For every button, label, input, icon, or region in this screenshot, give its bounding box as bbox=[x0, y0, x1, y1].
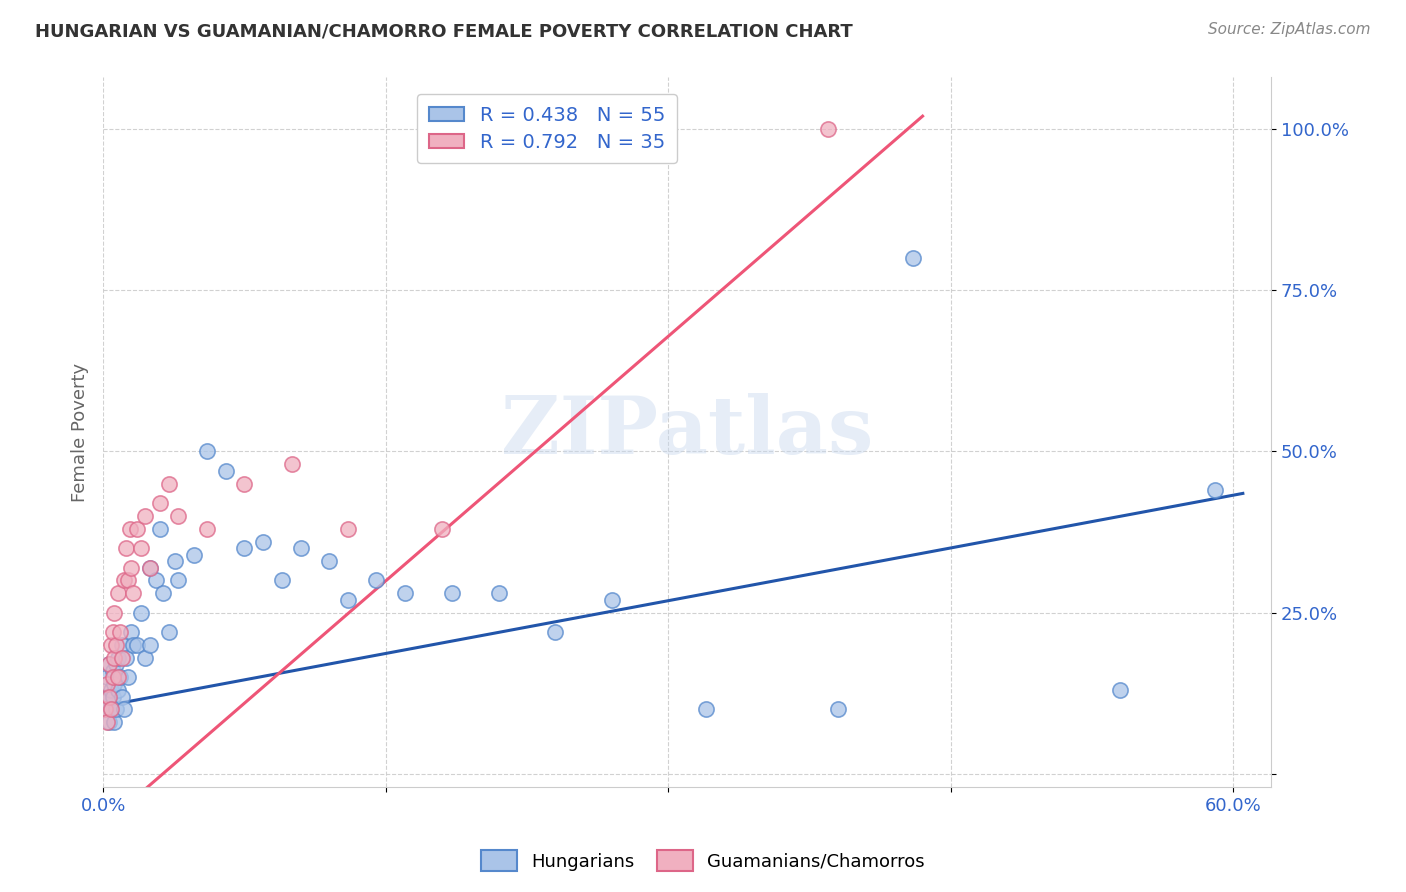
Text: HUNGARIAN VS GUAMANIAN/CHAMORRO FEMALE POVERTY CORRELATION CHART: HUNGARIAN VS GUAMANIAN/CHAMORRO FEMALE P… bbox=[35, 22, 853, 40]
Point bbox=[152, 586, 174, 600]
Point bbox=[101, 670, 124, 684]
Point bbox=[94, 690, 117, 704]
Point bbox=[233, 476, 256, 491]
Point bbox=[163, 554, 186, 568]
Point bbox=[107, 586, 129, 600]
Point bbox=[118, 522, 141, 536]
Point bbox=[149, 522, 172, 536]
Point bbox=[114, 541, 136, 556]
Point bbox=[111, 690, 134, 704]
Point bbox=[100, 683, 122, 698]
Point bbox=[695, 702, 717, 716]
Legend: Hungarians, Guamanians/Chamorros: Hungarians, Guamanians/Chamorros bbox=[474, 843, 932, 879]
Point bbox=[96, 702, 118, 716]
Point bbox=[157, 476, 180, 491]
Point bbox=[134, 508, 156, 523]
Point bbox=[94, 702, 117, 716]
Point bbox=[271, 574, 294, 588]
Point bbox=[101, 625, 124, 640]
Point bbox=[103, 606, 125, 620]
Point bbox=[96, 670, 118, 684]
Point bbox=[134, 651, 156, 665]
Point bbox=[600, 592, 623, 607]
Point bbox=[167, 574, 190, 588]
Point bbox=[337, 522, 360, 536]
Point bbox=[149, 496, 172, 510]
Point bbox=[432, 522, 454, 536]
Point bbox=[112, 702, 135, 716]
Point bbox=[290, 541, 312, 556]
Point bbox=[157, 625, 180, 640]
Point bbox=[195, 444, 218, 458]
Point bbox=[337, 592, 360, 607]
Point bbox=[139, 560, 162, 574]
Point bbox=[129, 606, 152, 620]
Point bbox=[117, 574, 139, 588]
Point bbox=[488, 586, 510, 600]
Point bbox=[214, 464, 236, 478]
Y-axis label: Female Poverty: Female Poverty bbox=[72, 362, 89, 501]
Point bbox=[233, 541, 256, 556]
Point bbox=[111, 651, 134, 665]
Point bbox=[97, 690, 120, 704]
Point bbox=[1204, 483, 1226, 498]
Point bbox=[195, 522, 218, 536]
Point bbox=[101, 664, 124, 678]
Text: Source: ZipAtlas.com: Source: ZipAtlas.com bbox=[1208, 22, 1371, 37]
Point bbox=[100, 702, 122, 716]
Point bbox=[139, 560, 162, 574]
Point bbox=[114, 651, 136, 665]
Point bbox=[107, 670, 129, 684]
Point bbox=[105, 657, 128, 672]
Point bbox=[139, 638, 162, 652]
Point bbox=[103, 676, 125, 690]
Point bbox=[901, 251, 924, 265]
Point bbox=[112, 574, 135, 588]
Point bbox=[96, 676, 118, 690]
Point bbox=[318, 554, 340, 568]
Point bbox=[827, 702, 849, 716]
Point bbox=[544, 625, 567, 640]
Point bbox=[107, 683, 129, 698]
Point bbox=[117, 670, 139, 684]
Point bbox=[111, 638, 134, 652]
Point bbox=[145, 574, 167, 588]
Legend: R = 0.438   N = 55, R = 0.792   N = 35: R = 0.438 N = 55, R = 0.792 N = 35 bbox=[418, 95, 676, 163]
Point bbox=[394, 586, 416, 600]
Point bbox=[280, 458, 302, 472]
Point bbox=[366, 574, 388, 588]
Point bbox=[100, 702, 122, 716]
Point bbox=[105, 702, 128, 716]
Point bbox=[129, 541, 152, 556]
Point bbox=[167, 508, 190, 523]
Point bbox=[183, 548, 205, 562]
Point bbox=[252, 534, 274, 549]
Point bbox=[96, 715, 118, 730]
Point bbox=[97, 690, 120, 704]
Point bbox=[440, 586, 463, 600]
Point bbox=[1109, 683, 1132, 698]
Point bbox=[125, 522, 148, 536]
Point bbox=[120, 625, 142, 640]
Point bbox=[120, 560, 142, 574]
Point bbox=[97, 657, 120, 672]
Point bbox=[103, 715, 125, 730]
Point bbox=[105, 638, 128, 652]
Point bbox=[122, 586, 145, 600]
Point bbox=[97, 657, 120, 672]
Point bbox=[108, 625, 131, 640]
Point bbox=[101, 690, 124, 704]
Point bbox=[122, 638, 145, 652]
Point bbox=[125, 638, 148, 652]
Point bbox=[97, 715, 120, 730]
Point bbox=[107, 651, 129, 665]
Point bbox=[108, 670, 131, 684]
Point bbox=[817, 122, 839, 136]
Text: ZIPatlas: ZIPatlas bbox=[501, 393, 873, 471]
Point bbox=[103, 651, 125, 665]
Point bbox=[100, 638, 122, 652]
